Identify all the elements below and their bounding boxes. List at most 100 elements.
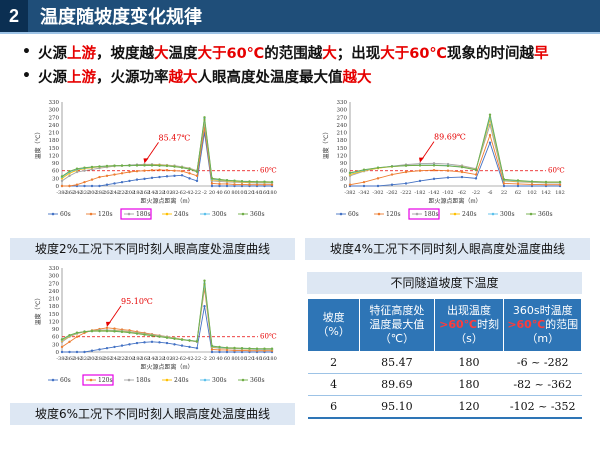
data-point [128, 343, 131, 346]
data-point [113, 173, 116, 176]
bullet-fragment: 早 [534, 45, 549, 62]
x-tick-label: -6 [488, 190, 493, 196]
reference-label: 60℃ [548, 167, 565, 175]
x-tick-label: -82 [170, 190, 178, 196]
data-point [98, 184, 101, 188]
x-tick-label: 40 [216, 190, 222, 196]
header-range: 360s时温度 >60℃的范围 （m） [503, 298, 582, 352]
legend-marker [127, 378, 131, 382]
table-cell: 2 [307, 351, 360, 374]
x-tick-label: 182 [555, 190, 565, 196]
x-tick-label: -322 [79, 190, 90, 196]
data-point [180, 166, 184, 169]
slide-title: 温度随坡度变化规律 [40, 7, 202, 28]
series-line-360s [349, 114, 560, 183]
data-point [203, 304, 206, 308]
legend-label: 180s [424, 211, 439, 218]
chart-slope-4: 0 30 60 90 120 150 180 210 240 270 300 330 温度（℃） -382… [316, 96, 566, 291]
data-point [60, 338, 64, 341]
annotation-arrow-icon [107, 305, 122, 326]
y-axis-label: 温度（℃） [34, 295, 42, 326]
bullet-item: • 火源上游，坡度越大温度大于60℃的范围越大；出现大于60℃现象的时间越早 [22, 40, 592, 64]
table-cell: 85.47 [359, 351, 435, 374]
data-point [143, 177, 146, 181]
legend-label: 360s [250, 211, 265, 218]
data-point [203, 116, 206, 119]
data-point [75, 331, 79, 334]
y-tick-label: 60 [340, 169, 347, 175]
data-point [460, 165, 464, 169]
data-point [158, 168, 161, 172]
data-point [135, 332, 139, 335]
x-tick-label: -142 [146, 190, 157, 196]
series-line-240s [349, 119, 560, 183]
x-axis-label: 距火源点距离（m） [429, 197, 482, 205]
data-point [240, 346, 244, 350]
data-point [60, 350, 64, 354]
data-point [180, 338, 184, 341]
table-cell: -82 ~ -362 [503, 373, 582, 396]
bullet-item: • 火源上游，火源功率越大人眼高度处温度最大值越大 [22, 64, 592, 88]
legend-marker [89, 212, 93, 216]
x-tick-label: -42 [185, 356, 193, 362]
data-point [143, 333, 146, 336]
x-tick-label: -362 [64, 190, 75, 196]
x-tick-label: -282 [94, 190, 105, 196]
data-point [98, 329, 101, 333]
x-tick-label: 80 [231, 190, 237, 196]
x-tick-label: 160 [260, 190, 270, 196]
data-point [105, 326, 109, 330]
legend-label: 60s [348, 211, 359, 218]
data-point [158, 335, 161, 338]
data-point [418, 164, 422, 167]
data-point [150, 340, 154, 344]
x-tick-label: -102 [161, 356, 172, 362]
legend-label: 240s [174, 377, 189, 384]
x-tick-label: -342 [358, 190, 369, 196]
data-point [135, 164, 139, 167]
data-point [474, 173, 478, 176]
data-point [150, 164, 154, 167]
y-tick-label: 150 [49, 312, 60, 318]
y-tick-label: 270 [49, 115, 60, 121]
slide: 2 温度随坡度变化规律 • 火源上游，坡度越大温度大于60℃的范围越大；出现大于6… [0, 0, 600, 425]
data-point [432, 162, 436, 165]
data-point [128, 170, 131, 174]
caption-slope-4: 坡度4%工况下不同时刻人眼高度处温度曲线 [305, 238, 590, 260]
data-point [376, 166, 380, 169]
legend-marker [165, 378, 169, 382]
x-tick-label: 142 [541, 190, 551, 196]
data-point [113, 330, 116, 333]
table-cell: 6 [307, 395, 360, 419]
data-point [210, 350, 214, 354]
data-point [225, 182, 229, 186]
reference-label: 60℃ [260, 333, 277, 341]
x-tick-label: -62 [458, 190, 466, 196]
data-point [165, 175, 169, 178]
data-point [516, 179, 520, 182]
data-point [225, 346, 229, 349]
title-bar: 2 温度随坡度变化规律 [0, 0, 600, 32]
data-point [83, 330, 86, 333]
data-point [218, 184, 221, 188]
x-tick-label: -382 [56, 356, 67, 362]
bullet-fragment: 现象的时间越 [447, 45, 534, 62]
bullet-fragment: 温度 [168, 45, 198, 62]
legend-label: 360s [250, 377, 265, 384]
x-tick-label: -142 [428, 190, 439, 196]
table-cell: -102 ~ -352 [503, 395, 582, 419]
x-tick-label: -22 [193, 190, 201, 196]
legend-marker [415, 212, 419, 216]
y-tick-label: 180 [49, 138, 60, 144]
bullet-fragment: ，火源功率 [96, 69, 169, 86]
x-tick-label: -262 [386, 190, 397, 196]
y-tick-label: 330 [49, 100, 60, 106]
chart-slope-2: 0 30 60 90 120 150 180 210 240 270 300 330 温度（℃） -382… [28, 96, 278, 291]
legend-highlight-box [408, 208, 440, 220]
data-point [113, 182, 116, 185]
reference-label: 60℃ [260, 167, 277, 175]
x-tick-label: -102 [161, 190, 172, 196]
header-time: 出现温度 >60℃时刻 （s） [433, 298, 505, 352]
data-point [502, 178, 506, 181]
data-point [105, 174, 109, 178]
